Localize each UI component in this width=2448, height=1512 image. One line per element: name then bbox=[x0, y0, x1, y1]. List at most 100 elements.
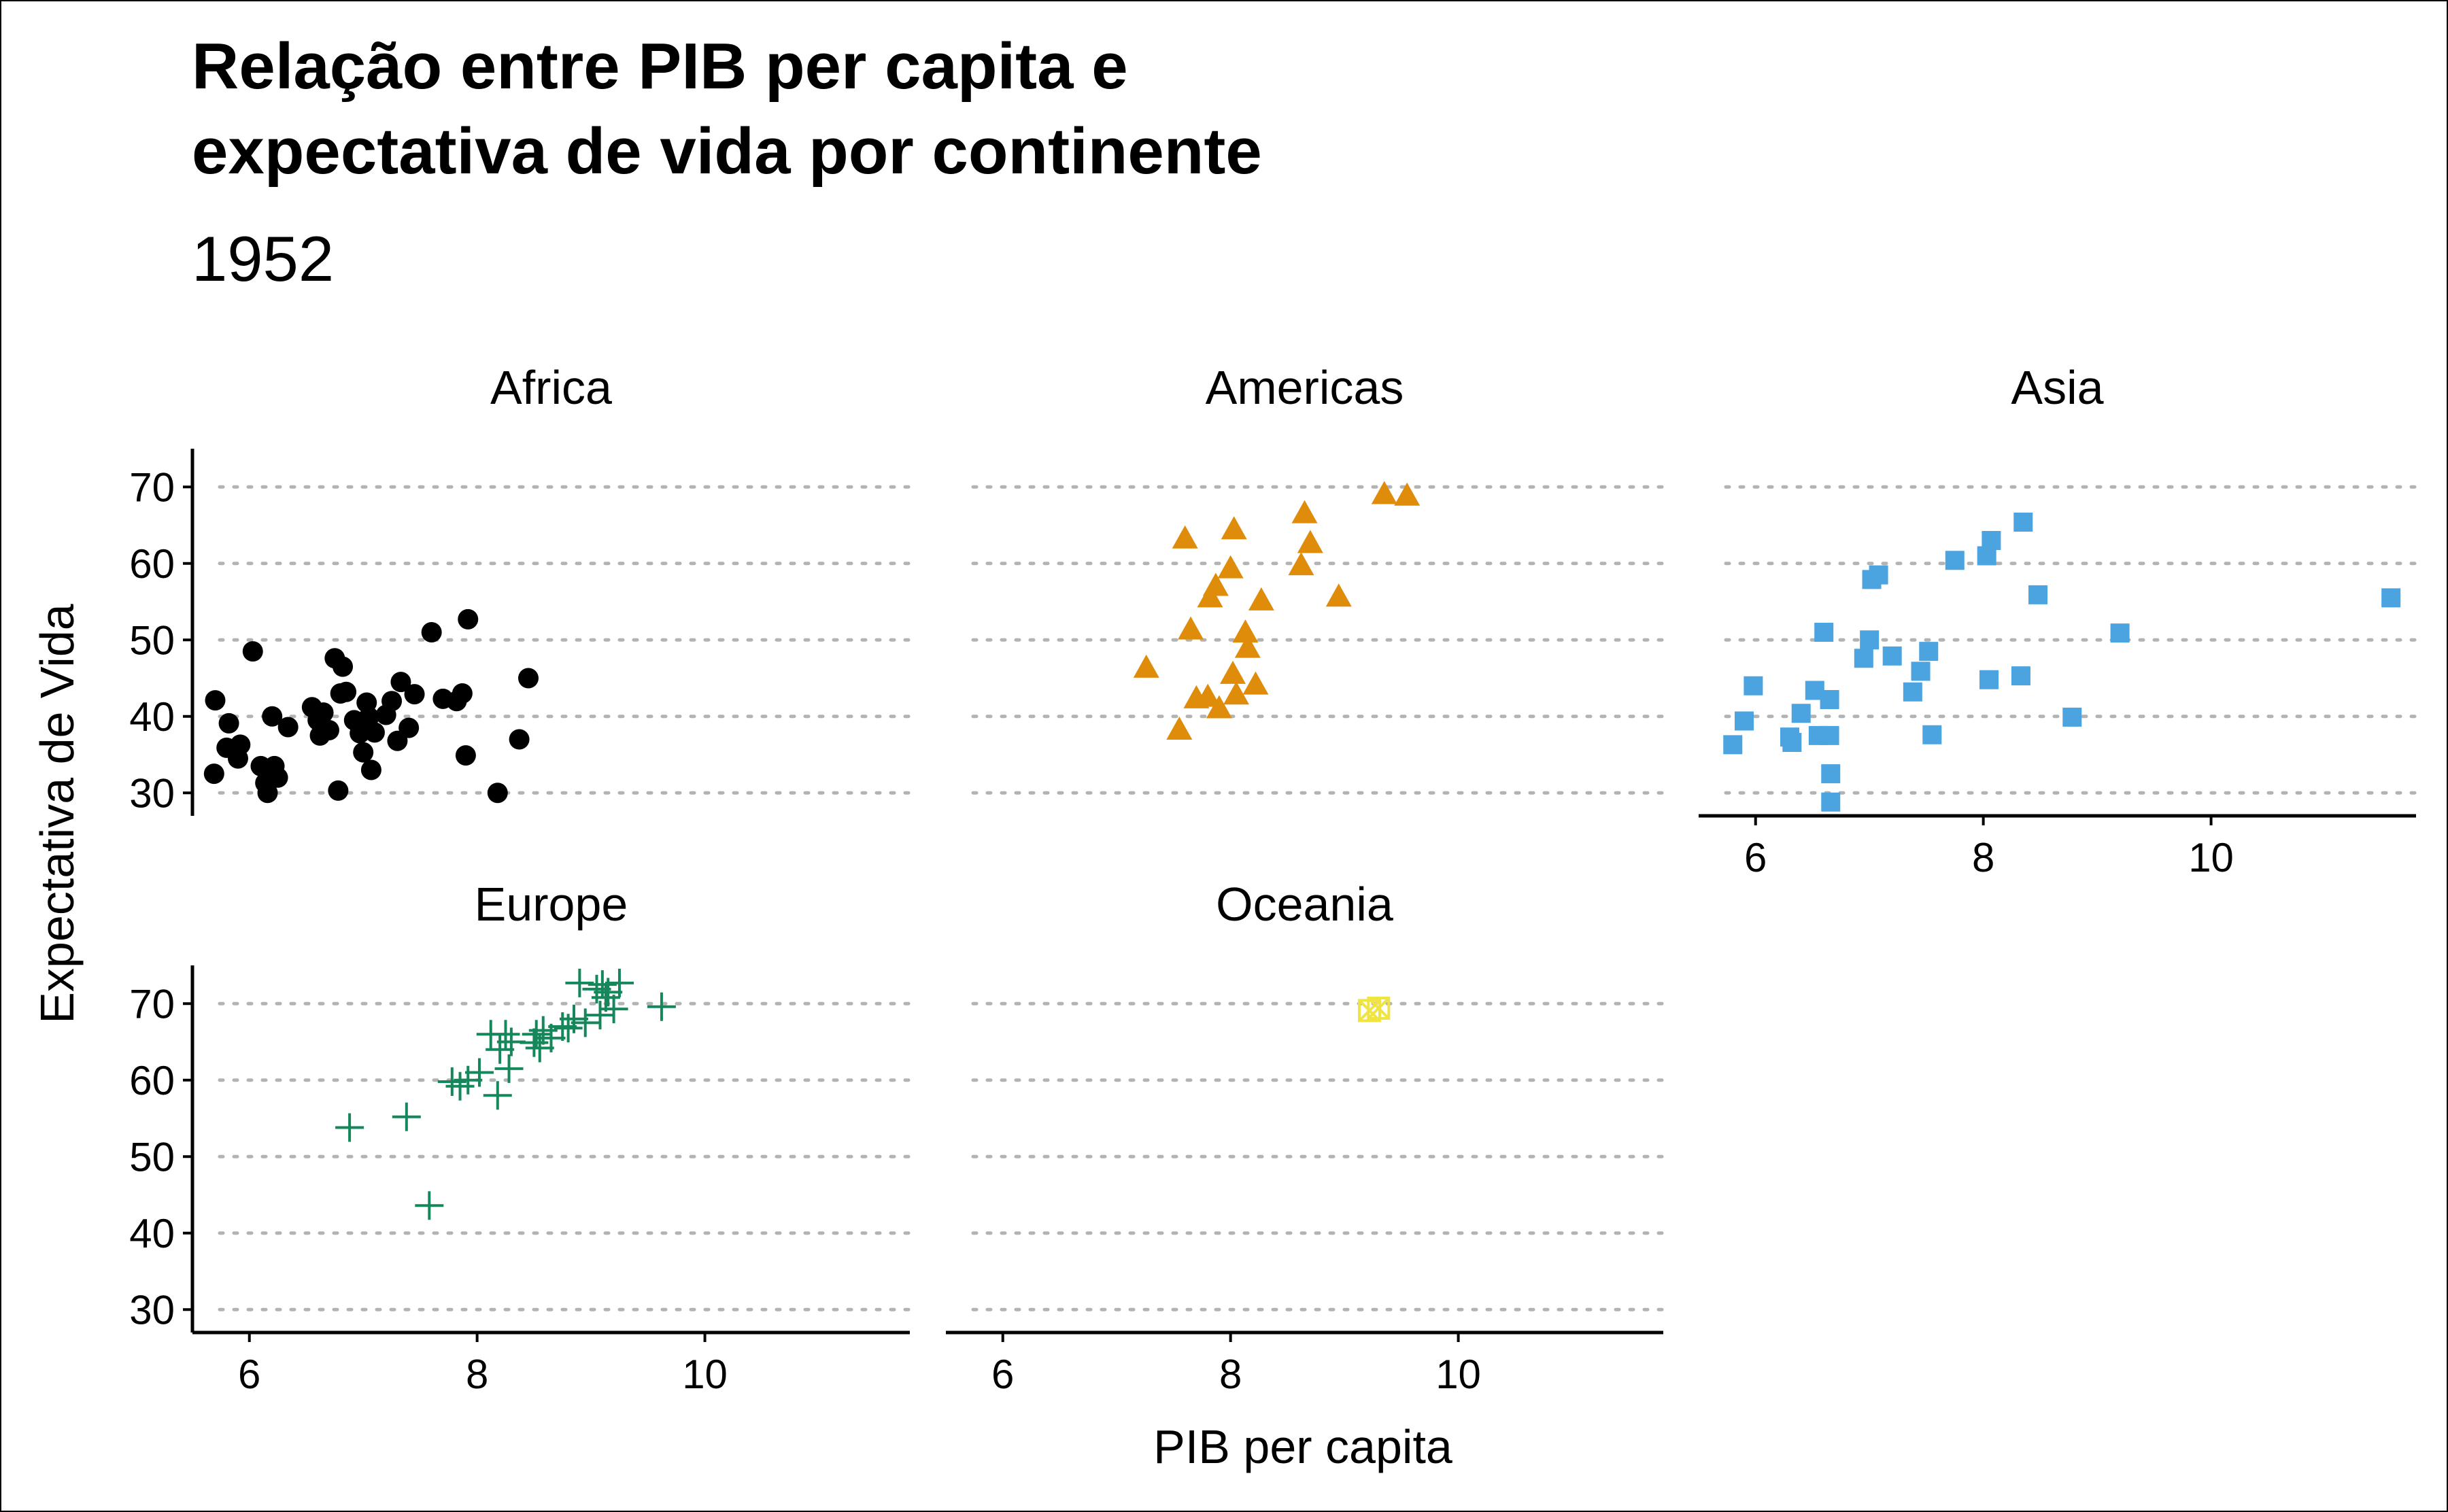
data-point bbox=[1820, 725, 1839, 745]
data-point bbox=[1820, 690, 1839, 709]
data-point bbox=[1172, 525, 1198, 549]
data-point bbox=[454, 1065, 483, 1095]
data-point bbox=[559, 1004, 588, 1033]
data-point bbox=[599, 995, 628, 1024]
data-point bbox=[494, 1054, 524, 1083]
data-point bbox=[1882, 646, 1902, 666]
x-tick-label: 6 bbox=[238, 1352, 260, 1397]
data-point bbox=[1166, 717, 1193, 740]
data-point bbox=[313, 702, 334, 723]
data-point bbox=[381, 691, 403, 712]
data-point bbox=[1821, 764, 1841, 784]
y-tick-label: 70 bbox=[129, 981, 175, 1027]
data-point bbox=[465, 1058, 494, 1087]
data-point bbox=[350, 723, 371, 744]
x-tick-label: 10 bbox=[2188, 835, 2234, 880]
x-axis-label: PIB per capita bbox=[1153, 1420, 1452, 1473]
data-point bbox=[522, 1020, 551, 1049]
data-point bbox=[1248, 587, 1274, 611]
data-point bbox=[318, 720, 339, 740]
data-point bbox=[1854, 649, 1873, 668]
x-tick-label: 8 bbox=[466, 1352, 488, 1397]
data-point bbox=[591, 983, 620, 1012]
data-point bbox=[1178, 616, 1204, 640]
data-point bbox=[336, 681, 357, 702]
data-point bbox=[1982, 531, 2001, 550]
y-tick-label: 30 bbox=[129, 1287, 175, 1333]
data-point bbox=[267, 767, 288, 788]
data-point bbox=[1242, 671, 1269, 695]
data-point bbox=[537, 1023, 566, 1052]
data-point bbox=[1782, 733, 1802, 752]
data-point bbox=[455, 745, 476, 766]
data-point bbox=[1133, 654, 1159, 678]
data-point bbox=[230, 734, 251, 755]
data-point bbox=[518, 668, 539, 689]
data-point bbox=[1979, 670, 1999, 689]
data-point bbox=[1723, 735, 1743, 755]
y-tick-label: 40 bbox=[129, 694, 175, 740]
data-point bbox=[358, 706, 379, 727]
data-point bbox=[1217, 555, 1244, 579]
data-point bbox=[548, 1012, 577, 1041]
data-point bbox=[1297, 530, 1323, 553]
data-point bbox=[404, 684, 425, 705]
data-point bbox=[360, 759, 381, 780]
x-tick-label: 8 bbox=[1972, 835, 1994, 880]
y-tick-label: 60 bbox=[129, 1058, 175, 1103]
data-point bbox=[452, 683, 473, 704]
facet-label-americas: Americas bbox=[1206, 361, 1404, 414]
data-point bbox=[353, 742, 374, 763]
data-point bbox=[2011, 666, 2030, 686]
data-point bbox=[1734, 711, 1754, 731]
data-point bbox=[1221, 516, 1247, 540]
data-point bbox=[1288, 552, 1314, 576]
data-point bbox=[2062, 707, 2082, 727]
data-point bbox=[437, 1067, 466, 1096]
facet-label-africa: Africa bbox=[490, 361, 612, 414]
data-point bbox=[203, 763, 224, 785]
y-tick-label: 50 bbox=[129, 617, 175, 663]
data-point bbox=[491, 1020, 520, 1049]
data-point bbox=[1367, 997, 1391, 1020]
facet-label-asia: Asia bbox=[2011, 361, 2103, 414]
facet-asia: Asia 6 8 10 bbox=[1699, 361, 2418, 880]
data-point bbox=[1919, 642, 1939, 662]
chart-title-line-2: expectativa de vida por continente bbox=[192, 115, 1262, 188]
x-tick-label: 8 bbox=[1219, 1352, 1242, 1397]
data-point bbox=[398, 717, 420, 738]
data-point bbox=[1206, 695, 1232, 719]
data-point bbox=[1860, 630, 1880, 650]
data-point bbox=[257, 783, 278, 804]
data-point bbox=[487, 783, 508, 804]
y-tick-label: 30 bbox=[129, 770, 175, 816]
chart-title-line-1: Relação entre PIB per capita e bbox=[192, 30, 1128, 103]
facet-label-europe: Europe bbox=[475, 878, 628, 931]
facet-europe: Europe 30 40 50 60 70 6 8 10 bbox=[129, 878, 912, 1397]
data-point bbox=[1903, 682, 1922, 702]
data-point bbox=[1291, 500, 1318, 523]
data-point bbox=[415, 1191, 444, 1220]
data-point bbox=[445, 1071, 475, 1101]
data-point bbox=[1202, 572, 1229, 596]
data-point bbox=[328, 780, 349, 801]
data-point bbox=[565, 968, 594, 997]
data-point bbox=[528, 1016, 558, 1045]
data-point bbox=[364, 722, 385, 743]
data-point bbox=[1945, 551, 1965, 570]
data-point bbox=[1869, 565, 1888, 585]
data-point bbox=[1821, 792, 1841, 812]
data-point bbox=[1234, 634, 1261, 658]
data-point bbox=[1791, 704, 1811, 723]
y-axis-label: Expectativa de Vida bbox=[31, 604, 84, 1024]
data-point bbox=[333, 656, 354, 677]
y-tick-label: 50 bbox=[129, 1134, 175, 1180]
x-tick-label: 6 bbox=[991, 1352, 1014, 1397]
y-tick-label: 60 bbox=[129, 541, 175, 587]
facet-panels: Africa 30 40 50 60 70 Americas Asia 6 8 10 Europe 30… bbox=[129, 361, 2418, 1397]
data-point bbox=[483, 1081, 512, 1110]
facet-africa: Africa 30 40 50 60 70 bbox=[129, 361, 912, 816]
data-point bbox=[421, 622, 442, 642]
chart-subtitle: 1952 bbox=[192, 223, 334, 294]
